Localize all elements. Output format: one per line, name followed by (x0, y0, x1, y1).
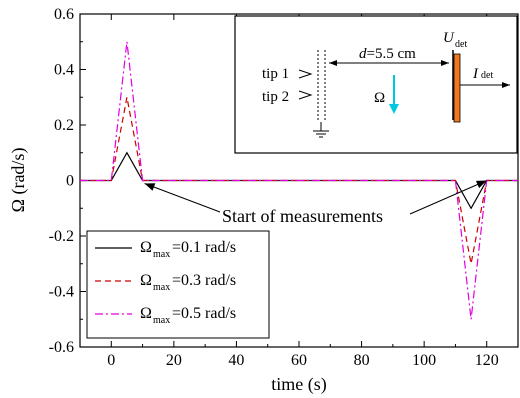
inset: tip 1 tip 2 d=5.5 cm Ω U det I det (234, 15, 518, 154)
x-tick-label: 120 (475, 352, 499, 369)
legend-label-sub: max (153, 315, 170, 326)
x-tick-label: 20 (166, 352, 182, 369)
detector-plate (453, 53, 461, 123)
distance-label: d=5.5 cm (359, 46, 416, 62)
omega-label: Ω (374, 90, 385, 106)
y-tick-label: -0.6 (49, 339, 74, 356)
current-arrowhead (502, 82, 510, 88)
x-tick-label: 0 (107, 352, 115, 369)
u-det-sub: det (455, 39, 467, 50)
distance-arrowhead-right (441, 60, 449, 66)
y-tick-label: 0 (66, 173, 74, 190)
tip1-chevron (298, 69, 313, 79)
legend-label: Ω (140, 305, 152, 322)
y-tick-label: -0.4 (49, 284, 74, 301)
series-line (80, 97, 518, 264)
legend-label-sub: max (153, 249, 170, 260)
legend-label-value: =0.3 rad/s (172, 272, 236, 289)
y-tick-label: -0.2 (49, 228, 74, 245)
y-tick-label: 0.6 (54, 6, 74, 23)
x-tick-label: 60 (291, 352, 307, 369)
x-axis-label: time (s) (271, 374, 327, 395)
u-det-label: U (443, 30, 455, 46)
series-lines (80, 41, 518, 320)
legend-label: Ω (140, 272, 152, 289)
omega-arrowhead (389, 104, 399, 114)
annotation-text: Start of measurements (222, 206, 383, 226)
annotation-arrowhead (475, 180, 487, 189)
legend-label: Ω (140, 239, 152, 256)
x-tick-label: 100 (412, 352, 436, 369)
legend-label-sub: max (153, 282, 170, 293)
y-ticks: 0.6 0.4 0.2 0 -0.2 -0.4 -0.6 (49, 6, 86, 356)
i-det-label: I (472, 66, 479, 82)
series-line (80, 41, 518, 320)
legend-label-value: =0.1 rad/s (172, 239, 236, 256)
y-tick-label: 0.4 (54, 62, 74, 79)
annotation-arrow (409, 180, 487, 215)
annotation-arrowhead (144, 183, 156, 191)
y-tick-label: 0.2 (54, 117, 74, 134)
annotation: Start of measurements (144, 180, 487, 226)
tip1-label: tip 1 (262, 66, 289, 82)
annotation-arrow (144, 183, 221, 213)
tip2-label: tip 2 (262, 89, 289, 105)
legend-label-value: =0.5 rad/s (172, 305, 236, 322)
i-det-sub: det (481, 70, 493, 81)
legend-frame (86, 230, 270, 339)
tip2-chevron (298, 90, 313, 100)
y-axis-label: Ω (rad/s) (8, 148, 29, 213)
x-tick-label: 80 (354, 352, 370, 369)
distance-arrowhead-left (329, 60, 337, 66)
x-tick-label: 40 (228, 352, 244, 369)
